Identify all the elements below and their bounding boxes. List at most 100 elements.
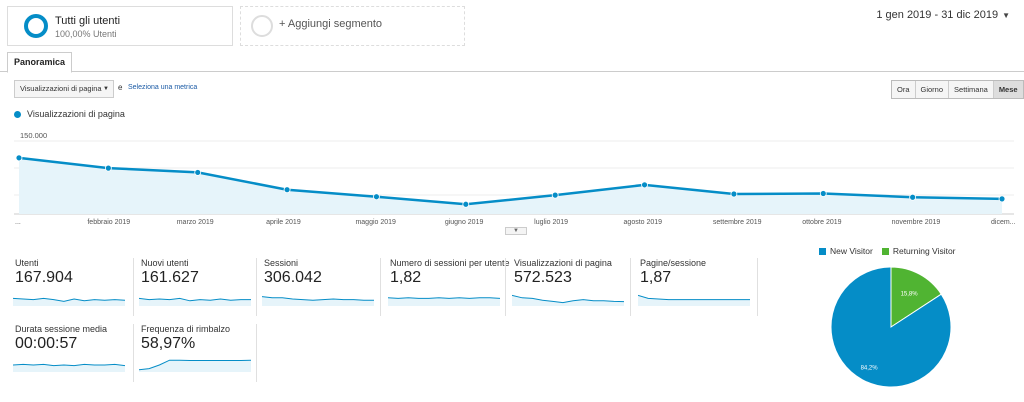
metric-sparkline — [13, 297, 125, 306]
legend-returning-visitor-label: Returning Visitor — [892, 246, 956, 256]
y-tick-label: 150.000 — [20, 131, 47, 140]
legend-new-visitor-label: New Visitor — [830, 246, 873, 256]
tab-bar: Panoramica — [0, 52, 1024, 73]
sparkline-fill — [139, 298, 251, 306]
empty-segment-circle-icon — [251, 15, 273, 37]
metric-card[interactable]: Frequenza di rimbalzo 58,97% — [139, 324, 255, 386]
sparkline-fill — [388, 297, 500, 306]
metric-card[interactable]: Visualizzazioni di pagina 572.523 — [512, 258, 628, 320]
metric-label: Visualizzazioni di pagina — [514, 258, 612, 268]
metric-divider — [256, 324, 257, 382]
metric-divider — [505, 258, 506, 316]
segment-subtitle: 100,00% Utenti — [55, 29, 117, 39]
x-tick-label: giugno 2019 — [445, 219, 484, 226]
data-point[interactable] — [104, 164, 112, 172]
sparkline-line — [388, 297, 500, 299]
series-legend-dot — [14, 111, 21, 118]
pageviews-line-chart: 150.000100.00050.000...febbraio 2019marz… — [14, 131, 1016, 226]
period-selector: Ora Giorno Settimana Mese — [891, 80, 1024, 99]
metric-value: 58,97% — [141, 335, 196, 352]
sparkline-line — [13, 363, 125, 367]
metric-sparkline — [512, 294, 624, 306]
metric-card[interactable]: Durata sessione media 00:00:57 — [13, 324, 129, 386]
tab-overview[interactable]: Panoramica — [7, 52, 73, 73]
legend-returning-visitor[interactable]: Returning Visitor — [881, 246, 956, 256]
pie-slice[interactable] — [830, 266, 952, 388]
metric-card[interactable]: Pagine/sessione 1,87 — [638, 258, 754, 320]
metric-label: Durata sessione media — [15, 324, 108, 334]
data-point[interactable] — [641, 181, 648, 189]
metric-divider — [380, 258, 381, 316]
period-hour-button[interactable]: Ora — [892, 81, 916, 98]
x-tick-label: novembre 2019 — [892, 219, 941, 226]
metric-card[interactable]: Nuovi utenti 161.627 — [139, 258, 255, 320]
period-day-button[interactable]: Giorno — [915, 81, 950, 98]
period-month-button[interactable]: Mese — [993, 81, 1023, 98]
metric-value: 572.523 — [514, 269, 572, 286]
metric-value: 167.904 — [15, 269, 73, 286]
metric-dropdown-value: Visualizzazioni di pagina — [20, 84, 102, 93]
sparkline-fill — [13, 364, 125, 372]
sparkline-fill — [638, 295, 750, 306]
chevron-down-icon: ▼ — [1002, 11, 1010, 20]
data-point[interactable] — [819, 190, 827, 197]
metric-divider — [133, 324, 134, 382]
metric-card[interactable]: Sessioni 306.042 — [262, 258, 378, 320]
series-line — [18, 156, 1003, 206]
metric-sparkline — [139, 359, 251, 372]
metric-sparkline — [388, 297, 500, 306]
x-tick-label: luglio 2019 — [534, 219, 568, 226]
pie-slice[interactable] — [890, 266, 942, 328]
metric-card[interactable]: Numero di sessioni per utente 1,82 — [388, 258, 510, 320]
data-point[interactable] — [462, 200, 470, 208]
data-point[interactable] — [194, 169, 202, 176]
segment-circle-icon — [24, 14, 48, 38]
metric-sparkline — [638, 294, 750, 306]
sparkline-line — [139, 297, 251, 302]
data-point[interactable] — [730, 190, 738, 198]
metric-divider — [757, 258, 758, 316]
metric-label: Sessioni — [264, 258, 299, 268]
sparkline-fill — [13, 298, 125, 306]
segment-all-users[interactable]: Tutti gli utenti 100,00% Utenti — [7, 6, 233, 46]
metric-divider — [630, 258, 631, 316]
metric-label: Utenti — [15, 258, 39, 268]
data-point[interactable] — [373, 193, 380, 201]
new-visitor-swatch — [819, 247, 826, 255]
data-point[interactable] — [909, 193, 917, 201]
add-segment-button[interactable]: + Aggiungi segmento — [240, 6, 465, 46]
sparkline-line — [262, 296, 374, 301]
data-point[interactable] — [15, 154, 23, 162]
x-tick-label: settembre 2019 — [713, 219, 762, 226]
date-range-label: 1 gen 2019 - 31 dic 2019 — [876, 9, 999, 21]
period-week-button[interactable]: Settimana — [949, 81, 994, 98]
visitor-pie-chart: 15,8% 84,2% — [830, 266, 952, 388]
chart-resize-handle[interactable]: ▼ — [505, 227, 527, 235]
pie-legend: New Visitor Returning Visitor — [819, 246, 956, 256]
metric-dropdown[interactable]: Visualizzazioni di pagina ▼ — [14, 80, 114, 98]
metric-value: 00:00:57 — [15, 335, 78, 352]
data-point[interactable] — [551, 191, 559, 199]
legend-new-visitor[interactable]: New Visitor — [819, 246, 873, 256]
metric-value: 1,87 — [640, 269, 672, 286]
date-range-picker[interactable]: 1 gen 2019 - 31 dic 2019 ▼ — [876, 9, 1010, 21]
metric-label: Frequenza di rimbalzo — [141, 324, 231, 334]
data-point[interactable] — [283, 186, 291, 194]
select-metric-link[interactable]: Seleziona una metrica — [128, 84, 198, 91]
sparkline-line — [13, 297, 125, 302]
pie-slice-label: 15,8% — [901, 292, 919, 298]
x-tick-label: aprile 2019 — [266, 219, 301, 226]
data-point[interactable] — [998, 195, 1006, 203]
metric-label: Numero di sessioni per utente — [390, 258, 510, 268]
metric-card[interactable]: Utenti 167.904 — [13, 258, 129, 320]
segment-title: Tutti gli utenti — [55, 15, 121, 27]
x-tick-label: ... — [15, 219, 21, 226]
add-segment-label: + Aggiungi segmento — [279, 18, 383, 30]
and-label: e — [118, 83, 123, 92]
metric-divider — [133, 258, 134, 316]
x-tick-label: dicem... — [991, 219, 1016, 226]
x-tick-label: maggio 2019 — [355, 219, 396, 226]
sparkline-fill — [512, 295, 624, 306]
metric-value: 306.042 — [264, 269, 322, 286]
x-tick-label: marzo 2019 — [177, 219, 214, 226]
